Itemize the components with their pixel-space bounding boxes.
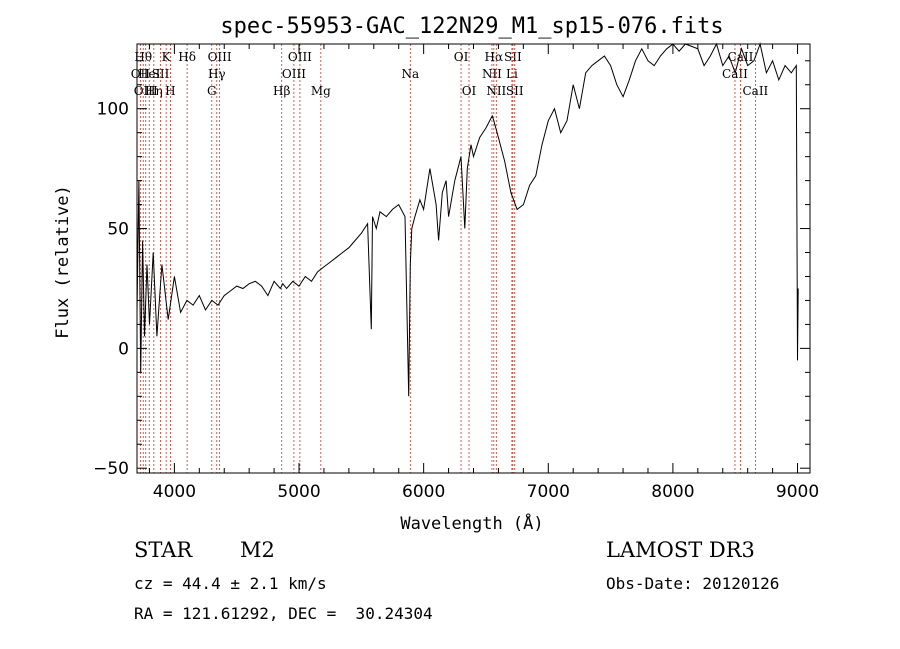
spectral-line-markers: OIIHθOIIIHeIHηSIIKHHδGHγOIIIHβOIIIOIIIMg… — [131, 44, 769, 473]
y-tick-label-1: 0 — [118, 339, 129, 359]
spectral-line-label-16: Na — [401, 67, 419, 81]
spectral-line-label-21: NII — [486, 84, 506, 98]
spectral-line-label-11: OIII — [208, 50, 232, 64]
spectral-line-label-7: H — [165, 84, 175, 98]
spectral-line-label-4: Hη — [145, 84, 163, 98]
x-tick-label-0: 4000 — [153, 482, 196, 502]
spectral-line-label-22: Li — [506, 67, 518, 81]
axis-ticks: 4000 5000 6000 7000 8000 9000 −50 0 50 100 — [93, 44, 819, 502]
object-subclass: M2 — [240, 538, 275, 562]
spectral-line-label-17: OI — [454, 50, 469, 64]
x-tick-label-1: 5000 — [277, 482, 320, 502]
x-tick-label-3: 7000 — [527, 482, 570, 502]
x-axis-label: Wavelength (Å) — [400, 512, 543, 534]
x-tick-label-5: 9000 — [776, 482, 819, 502]
spectral-line-label-24: SII — [506, 84, 524, 98]
spectral-line-label-9: G — [207, 84, 217, 98]
spectral-line-label-13: OIII — [282, 67, 306, 81]
redshift-velocity: cz = 44.4 ± 2.1 km/s — [134, 574, 327, 593]
spectral-line-label-5: SII — [152, 67, 170, 81]
spectral-line-label-25: CaII — [722, 67, 748, 81]
spectral-line-label-18: OI — [462, 84, 477, 98]
spectrum-series-line — [136, 42, 799, 397]
plot-frame — [136, 43, 811, 474]
spectral-line-label-10: Hγ — [208, 67, 226, 81]
coordinates: RA = 121.61292, DEC = 30.24304 — [134, 604, 433, 623]
spectral-line-label-2: OIII — [134, 84, 158, 98]
spectral-line-label-20: Hα — [485, 50, 504, 64]
spectral-line-label-14: OIII — [288, 50, 312, 64]
spectral-line-label-15: Mg — [311, 84, 331, 98]
y-tick-label-2: 50 — [107, 220, 129, 240]
y-tick-label-0: −50 — [93, 459, 129, 479]
spectral-line-label-27: CaII — [742, 84, 768, 98]
spectral-line-label-23: SII — [504, 50, 522, 64]
spectral-line-label-3: HeI — [138, 67, 161, 81]
x-tick-label-2: 6000 — [402, 482, 445, 502]
y-tick-label-3: 100 — [97, 100, 129, 120]
spectral-line-label-6: K — [162, 50, 172, 64]
object-class: STAR — [134, 538, 193, 562]
observation-date: Obs-Date: 20120126 — [606, 574, 780, 593]
spectral-line-label-26: CaII — [728, 50, 754, 64]
chart-title: spec-55953-GAC_122N29_M1_sp15-076.fits — [220, 14, 723, 39]
spectral-line-label-19: NII — [482, 67, 502, 81]
y-axis-label: Flux (relative) — [53, 185, 73, 339]
x-tick-label-4: 8000 — [651, 482, 694, 502]
spectral-line-label-12: Hβ — [273, 84, 290, 98]
spectral-line-label-8: Hδ — [178, 50, 196, 64]
survey-name: LAMOST DR3 — [606, 538, 755, 562]
